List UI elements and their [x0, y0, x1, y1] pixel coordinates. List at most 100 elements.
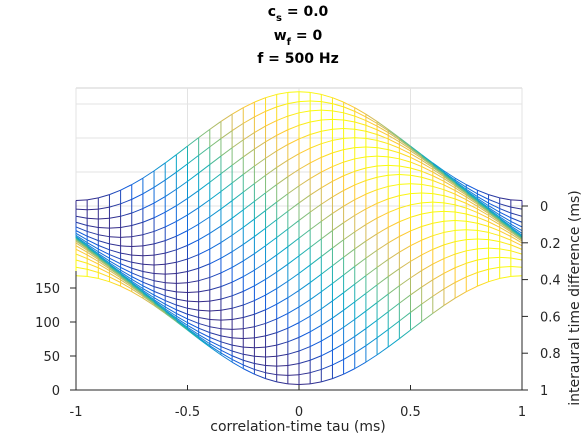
mesh-line-itd	[298, 178, 311, 187]
mesh-line-itd	[298, 282, 311, 291]
mesh-line-itd	[120, 272, 133, 282]
mesh-line-itd	[421, 156, 434, 166]
mesh-line-itd	[187, 322, 199, 329]
mesh-line-itd	[265, 254, 277, 264]
mesh-line-itd	[142, 170, 155, 179]
mesh-line-itd	[242, 183, 255, 193]
mesh-line-itd	[510, 231, 523, 241]
mesh-line-itd	[265, 219, 278, 229]
mesh-line-itd	[109, 260, 121, 268]
mesh-line-itd	[86, 262, 99, 269]
mesh-line-itd	[242, 200, 255, 211]
mesh-line-itd	[176, 291, 188, 294]
mesh-line-itd	[510, 244, 523, 250]
mesh-line-itd	[510, 233, 523, 242]
mesh-line-itd	[153, 302, 166, 312]
mesh-line-itd	[198, 164, 211, 174]
mesh-line-itd	[399, 138, 411, 148]
mesh-line-itd	[243, 359, 255, 364]
mesh-line-itd	[242, 148, 255, 158]
mesh-line-itd	[243, 313, 255, 318]
mesh-line-itd	[410, 167, 422, 172]
mesh-line-itd	[298, 121, 311, 126]
mesh-line-itd	[421, 155, 434, 165]
mesh-line-itd	[432, 288, 445, 297]
mesh-line-itd	[321, 118, 333, 121]
mesh-line-itd	[198, 181, 211, 191]
mesh-line-itd	[298, 346, 311, 352]
mesh-line-itd	[98, 206, 110, 210]
mesh-line-itd	[443, 220, 456, 222]
mesh-line-itd	[410, 270, 422, 279]
mesh-line-itd	[376, 212, 389, 219]
mesh-line-itd	[432, 185, 445, 191]
mesh-line-itd	[488, 256, 500, 259]
z-tick-label-0: 0	[52, 384, 60, 399]
mesh-line-itd	[499, 220, 512, 231]
mesh-line-itd	[276, 353, 288, 357]
mesh-line-itd	[287, 153, 300, 161]
mesh-line-itd	[75, 237, 88, 248]
mesh-line-itd	[209, 257, 222, 265]
mesh-line-itd	[75, 237, 88, 247]
mesh-line-itd	[220, 130, 233, 139]
mesh-line-itd	[75, 259, 88, 264]
mesh-line-itd	[454, 276, 467, 283]
mesh-line-itd	[354, 128, 366, 132]
mesh-line-itd	[265, 364, 277, 367]
mesh-line-itd	[499, 217, 512, 227]
mesh-line-itd	[321, 283, 333, 293]
mesh-line-itd	[465, 196, 478, 205]
mesh-line-itd	[153, 294, 166, 302]
mesh-line-itd	[477, 189, 489, 196]
mesh-line-itd	[387, 268, 400, 277]
mesh-line-itd	[120, 245, 132, 248]
z-tick-label-2: 100	[35, 316, 60, 331]
mesh-line-itd	[454, 190, 467, 198]
mesh-line-itd	[510, 257, 523, 261]
mesh-line-itd	[242, 253, 255, 262]
mesh-line-itd	[220, 349, 233, 357]
mesh-line-itd	[142, 292, 155, 303]
mesh-line-itd	[276, 312, 289, 320]
mesh-line-itd	[109, 268, 121, 277]
mesh-line-itd	[298, 315, 311, 324]
mesh-line-itd	[443, 174, 456, 185]
mesh-line-itd	[443, 202, 456, 206]
mesh-line-itd	[365, 176, 378, 181]
mesh-line-itd	[98, 260, 110, 270]
mesh-line-itd	[387, 320, 400, 330]
mesh-line-itd	[98, 234, 110, 238]
mesh-line-itd	[332, 343, 344, 351]
mesh-line-itd	[86, 247, 99, 257]
mesh-line-itd	[421, 170, 433, 177]
mesh-line-itd	[198, 338, 211, 348]
mesh-line-itd	[265, 332, 277, 337]
mesh-line-itd	[187, 313, 199, 318]
mesh-line-itd	[231, 361, 244, 370]
mesh-line-itd	[231, 350, 244, 355]
surface-mesh	[75, 91, 523, 386]
mesh-line-itd	[510, 250, 523, 255]
mesh-line-itd	[365, 233, 378, 242]
mesh-line-itd	[410, 153, 422, 161]
mesh-line-itd	[120, 269, 133, 278]
mesh-line-itd	[287, 383, 300, 386]
mesh-line-itd	[309, 143, 322, 149]
mesh-line-itd	[220, 307, 233, 311]
mesh-line-itd	[243, 364, 255, 370]
mesh-line-itd	[432, 258, 445, 265]
mesh-line-itd	[499, 197, 511, 201]
mesh-line-itd	[187, 328, 199, 337]
mesh-line-itd	[410, 156, 422, 164]
mesh-line-itd	[165, 249, 177, 254]
mesh-line-itd	[454, 179, 467, 188]
mesh-line-itd	[365, 116, 378, 124]
mesh-line-itd	[432, 165, 445, 175]
mesh-line-itd	[332, 97, 344, 103]
mesh-line-itd	[443, 180, 456, 189]
mesh-line-itd	[443, 267, 456, 274]
mesh-line-itd	[354, 167, 367, 172]
mesh-line-itd	[399, 277, 411, 287]
